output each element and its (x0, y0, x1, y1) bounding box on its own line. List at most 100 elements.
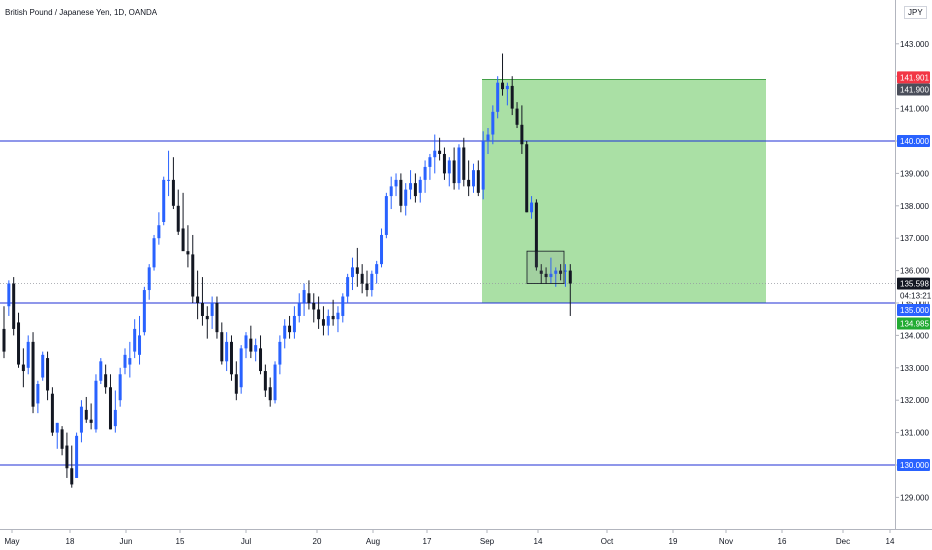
candle-body (152, 238, 156, 268)
x-tick-label: Sep (480, 537, 495, 546)
candle-body (123, 354, 127, 368)
consolidation-box[interactable] (526, 250, 565, 284)
candle-body (525, 144, 529, 213)
y-tick-label: 135.000 (900, 299, 929, 308)
x-tick-label: Aug (366, 537, 380, 546)
countdown-bg (897, 289, 930, 302)
candle-body (554, 270, 558, 274)
candle-body (326, 315, 330, 326)
price-tag-stop: 134.985 (900, 319, 929, 328)
candle-body (31, 341, 35, 407)
candle-body (205, 315, 209, 320)
candle-body (428, 157, 432, 167)
y-tick-label: 134.000 (900, 331, 929, 340)
candle-body (442, 153, 446, 174)
candle-body (70, 468, 74, 485)
symbol-title: British Pound / Japanese Yen, 1D, OANDA (5, 8, 158, 17)
candle-body (278, 341, 282, 365)
x-tick-label: 20 (313, 537, 322, 546)
candle-body (244, 335, 248, 349)
candle-body (380, 234, 384, 265)
price-tags: 141.901141.900140.000135.59804:13:21135.… (897, 71, 932, 471)
currency-badge[interactable]: JPY (904, 6, 927, 19)
candle-body (89, 419, 93, 423)
y-tick-label: 129.000 (900, 493, 929, 502)
y-tick-label: 136.000 (900, 267, 929, 276)
candle-body (288, 325, 292, 333)
candle-body (321, 319, 325, 326)
candle-body (104, 374, 108, 388)
candle-body (249, 338, 253, 352)
candle-body (544, 273, 548, 278)
candle-body (462, 147, 466, 180)
candle-body (200, 303, 204, 316)
candle-body (549, 273, 553, 278)
x-tick-label: Dec (836, 537, 850, 546)
candle-body (481, 141, 485, 190)
candle-body (394, 179, 398, 187)
candle-body (55, 422, 59, 433)
price-tag-140-bg (897, 135, 930, 147)
price-tag-current: 135.598 (900, 280, 929, 289)
candle-body (60, 429, 64, 449)
x-tick-label: 14 (534, 537, 543, 546)
candle-body (510, 85, 514, 109)
y-tick-label: 131.000 (900, 429, 929, 438)
candle-body (505, 85, 509, 90)
candle-body (413, 183, 417, 197)
candle-body (355, 267, 359, 274)
x-tick-label: 17 (423, 537, 432, 546)
candle-body (317, 309, 321, 320)
candle-body (196, 296, 200, 303)
candle-body (176, 205, 180, 232)
price-tag-140: 140.000 (900, 137, 929, 146)
candle-body (142, 290, 146, 333)
price-axis[interactable]: 129.000 130.000 131.000 132.000 133.000 134.0… (895, 40, 929, 503)
time-axis[interactable]: May 18 Jun 15 Jul 20 Aug 17 Sep 14 Oct 19 Nov 16 Dec 14 (4, 530, 895, 546)
x-tick-label: 16 (778, 537, 787, 546)
candle-body (438, 150, 442, 154)
candle-body (360, 273, 364, 284)
candle-body (229, 341, 233, 375)
candle-body (108, 387, 112, 430)
x-tick-label: May (4, 537, 19, 546)
candle-body (225, 341, 229, 362)
candle-body (268, 387, 272, 401)
candle-body (350, 267, 354, 278)
candle-body (283, 325, 287, 339)
candle-body (409, 183, 413, 190)
candle-body (234, 374, 238, 394)
candle-body (147, 267, 151, 291)
candle-body (133, 328, 137, 352)
candles (2, 53, 572, 488)
candle-body (2, 328, 6, 352)
candle-body (471, 170, 475, 187)
candle-body (476, 170, 480, 193)
y-tick-label: 132.000 (900, 396, 929, 405)
candle-body (370, 273, 374, 291)
y-tick-label: 133.000 (900, 364, 929, 373)
candle-body (530, 202, 534, 213)
candle-body (292, 315, 296, 333)
consolidation-box-layer (526, 250, 565, 284)
candle-body (50, 393, 54, 433)
candle-body (65, 445, 69, 469)
candle-body (399, 179, 403, 206)
candle-body (375, 264, 379, 274)
x-tick-label: 15 (176, 537, 185, 546)
candle-body (138, 335, 142, 355)
candle-body (389, 186, 393, 197)
candle-body (84, 409, 88, 420)
x-tick-label: Nov (719, 537, 733, 546)
x-tick-label: 19 (669, 537, 678, 546)
candle-body (457, 147, 461, 184)
candle-body (171, 179, 175, 206)
candle-body (128, 358, 132, 365)
candle-body (520, 124, 524, 145)
candle-body (99, 361, 103, 381)
price-tag-entry: 141.901 (900, 73, 929, 82)
target-zone[interactable] (482, 79, 766, 303)
candle-body (113, 409, 117, 427)
candle-body (433, 150, 437, 158)
